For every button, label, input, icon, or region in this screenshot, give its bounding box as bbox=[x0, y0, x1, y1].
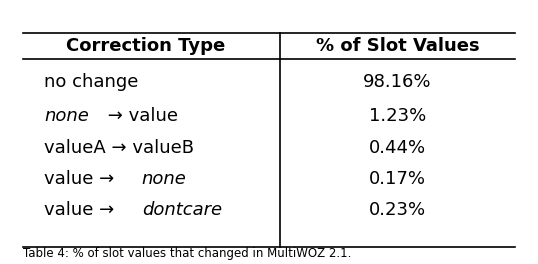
Text: value →: value → bbox=[44, 170, 120, 188]
Text: Table 4: % of slot values that changed in MultiWOZ 2.1.: Table 4: % of slot values that changed i… bbox=[23, 247, 351, 260]
Text: 0.44%: 0.44% bbox=[369, 139, 426, 157]
Text: 98.16%: 98.16% bbox=[363, 73, 431, 91]
Text: → value: → value bbox=[102, 107, 178, 125]
Text: no change: no change bbox=[44, 73, 139, 91]
Text: Correction Type: Correction Type bbox=[66, 37, 225, 55]
Text: none: none bbox=[44, 107, 89, 125]
Text: none: none bbox=[142, 170, 187, 188]
Text: dontcare: dontcare bbox=[142, 201, 222, 219]
Text: 0.17%: 0.17% bbox=[369, 170, 426, 188]
Text: 1.23%: 1.23% bbox=[369, 107, 426, 125]
Text: value →: value → bbox=[44, 201, 120, 219]
Text: 0.23%: 0.23% bbox=[369, 201, 426, 219]
Text: valueA → valueB: valueA → valueB bbox=[44, 139, 194, 157]
Text: % of Slot Values: % of Slot Values bbox=[316, 37, 479, 55]
